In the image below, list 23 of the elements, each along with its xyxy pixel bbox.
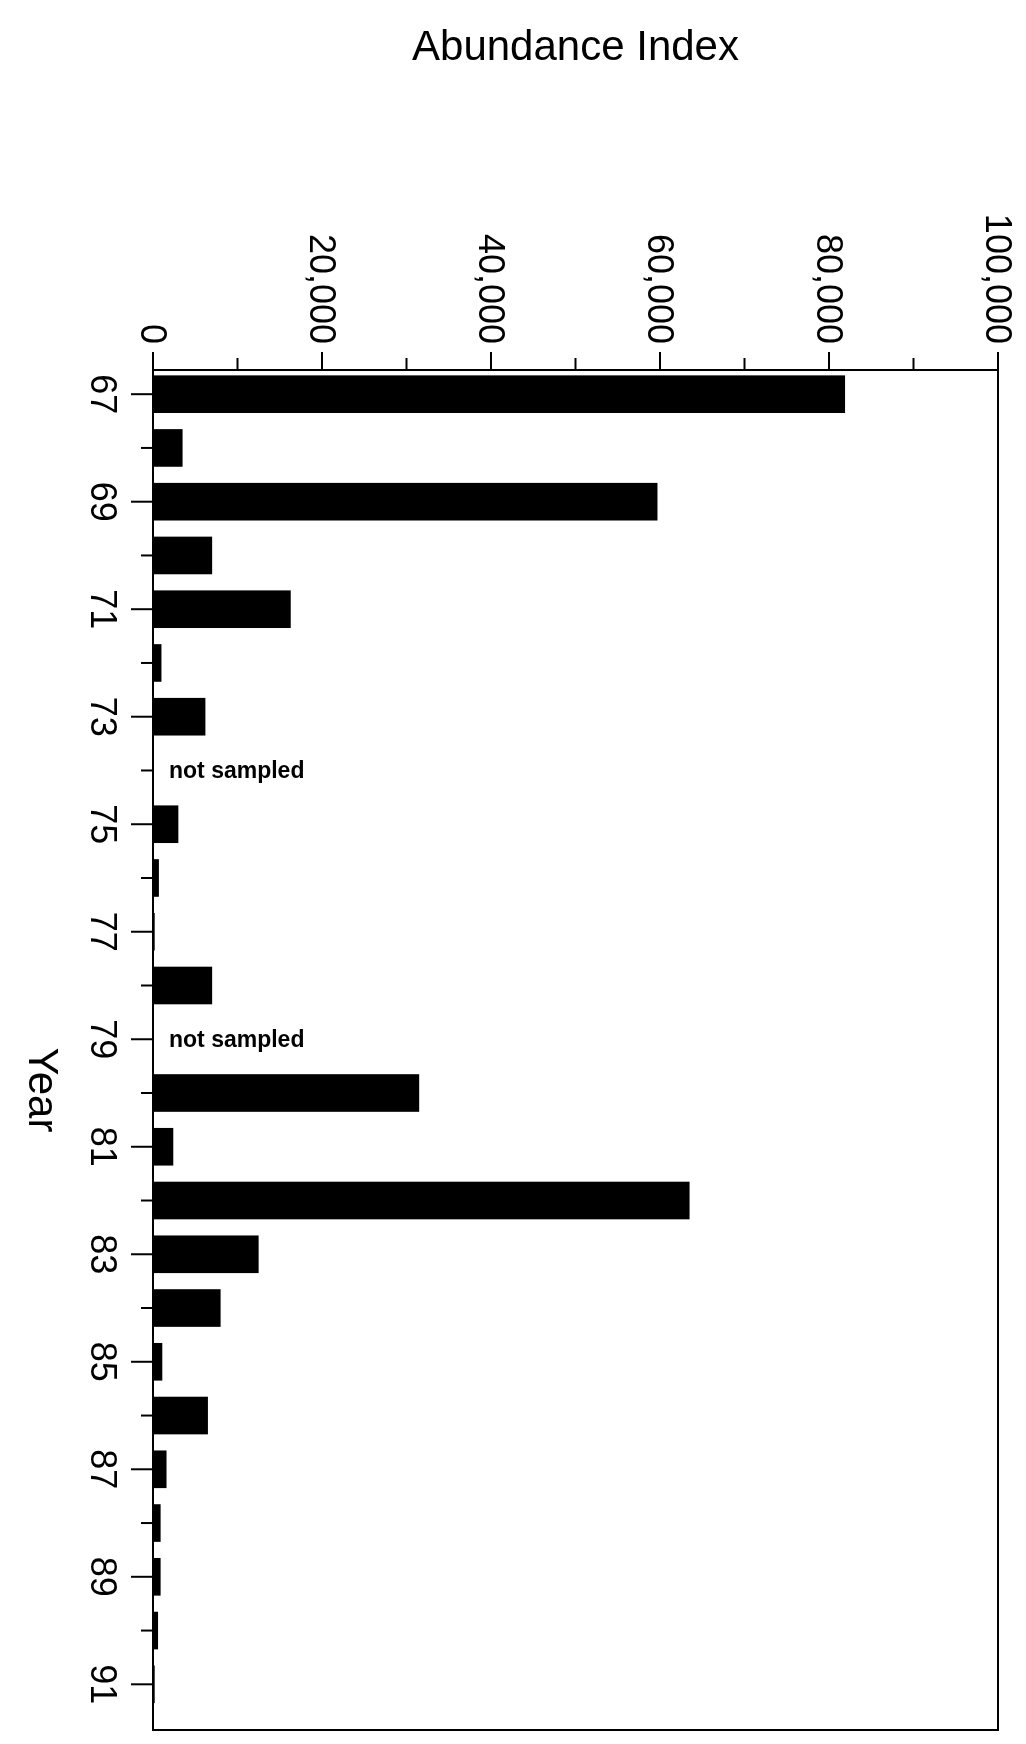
x-tick-label: 100,000 <box>977 213 1019 344</box>
y-tick-label: 79 <box>82 1019 124 1060</box>
y-axis-title: Year <box>19 1047 67 1133</box>
x-tick-label: 60,000 <box>639 233 681 344</box>
y-tick-label: 77 <box>82 911 124 952</box>
annotation: not sampled <box>169 1026 305 1053</box>
y-tick-label: 73 <box>82 696 124 737</box>
y-tick-label: 69 <box>82 481 124 522</box>
y-tick-label: 91 <box>82 1664 124 1705</box>
x-tick-label: 0 <box>132 323 174 344</box>
y-tick-label: 87 <box>82 1449 124 1490</box>
y-tick-label: 89 <box>82 1556 124 1597</box>
y-tick-label: 75 <box>82 804 124 845</box>
annotation: not sampled <box>169 757 305 784</box>
x-axis-title: Abundance Index <box>412 22 739 69</box>
y-tick-label: 81 <box>82 1126 124 1167</box>
y-tick-label: 85 <box>82 1341 124 1382</box>
x-tick-label: 40,000 <box>470 233 512 344</box>
y-tick-label: 71 <box>82 589 124 630</box>
x-tick-label: 80,000 <box>808 233 850 344</box>
y-tick-label: 83 <box>82 1234 124 1275</box>
x-tick-label: 20,000 <box>301 233 343 344</box>
y-tick-label: 67 <box>82 374 124 415</box>
